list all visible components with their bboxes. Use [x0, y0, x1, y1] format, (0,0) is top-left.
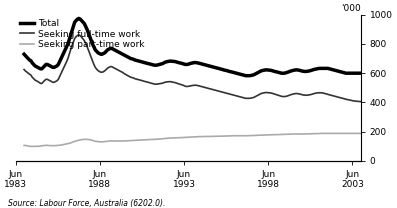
- Total: [185, 63, 189, 66]
- Seeking full-time work: [189, 84, 193, 87]
- Seeking part-time work: [31, 145, 36, 148]
- Seeking part-time work: [319, 132, 324, 135]
- Seeking part-time work: [189, 136, 193, 138]
- Seeking full-time work: [357, 100, 362, 103]
- Seeking part-time work: [146, 138, 151, 141]
- Seeking full-time work: [142, 80, 147, 83]
- Seeking full-time work: [22, 68, 27, 71]
- Total: [142, 61, 147, 64]
- Total: [77, 17, 81, 20]
- Text: Source: Labour Force, Australia (6202.0).: Source: Labour Force, Australia (6202.0)…: [8, 199, 165, 208]
- Text: '000: '000: [341, 4, 361, 13]
- Seeking part-time work: [358, 132, 363, 135]
- Seeking part-time work: [328, 132, 333, 135]
- Seeking part-time work: [29, 145, 33, 148]
- Seeking part-time work: [185, 136, 189, 139]
- Total: [22, 53, 27, 56]
- Total: [243, 74, 248, 77]
- Seeking part-time work: [22, 144, 27, 147]
- Line: Seeking part-time work: Seeking part-time work: [24, 133, 361, 146]
- Seeking full-time work: [77, 34, 81, 36]
- Line: Seeking full-time work: Seeking full-time work: [24, 35, 361, 102]
- Total: [146, 62, 151, 65]
- Seeking part-time work: [142, 139, 147, 141]
- Total: [189, 62, 193, 64]
- Total: [30, 62, 35, 64]
- Legend: Total, Seeking full-time work, Seeking part-time work: Total, Seeking full-time work, Seeking p…: [20, 19, 145, 49]
- Line: Total: Total: [24, 19, 361, 76]
- Seeking full-time work: [30, 76, 35, 79]
- Seeking full-time work: [358, 100, 363, 103]
- Seeking full-time work: [327, 94, 332, 96]
- Total: [328, 68, 333, 70]
- Seeking full-time work: [185, 85, 189, 88]
- Total: [358, 72, 363, 74]
- Seeking full-time work: [146, 81, 151, 84]
